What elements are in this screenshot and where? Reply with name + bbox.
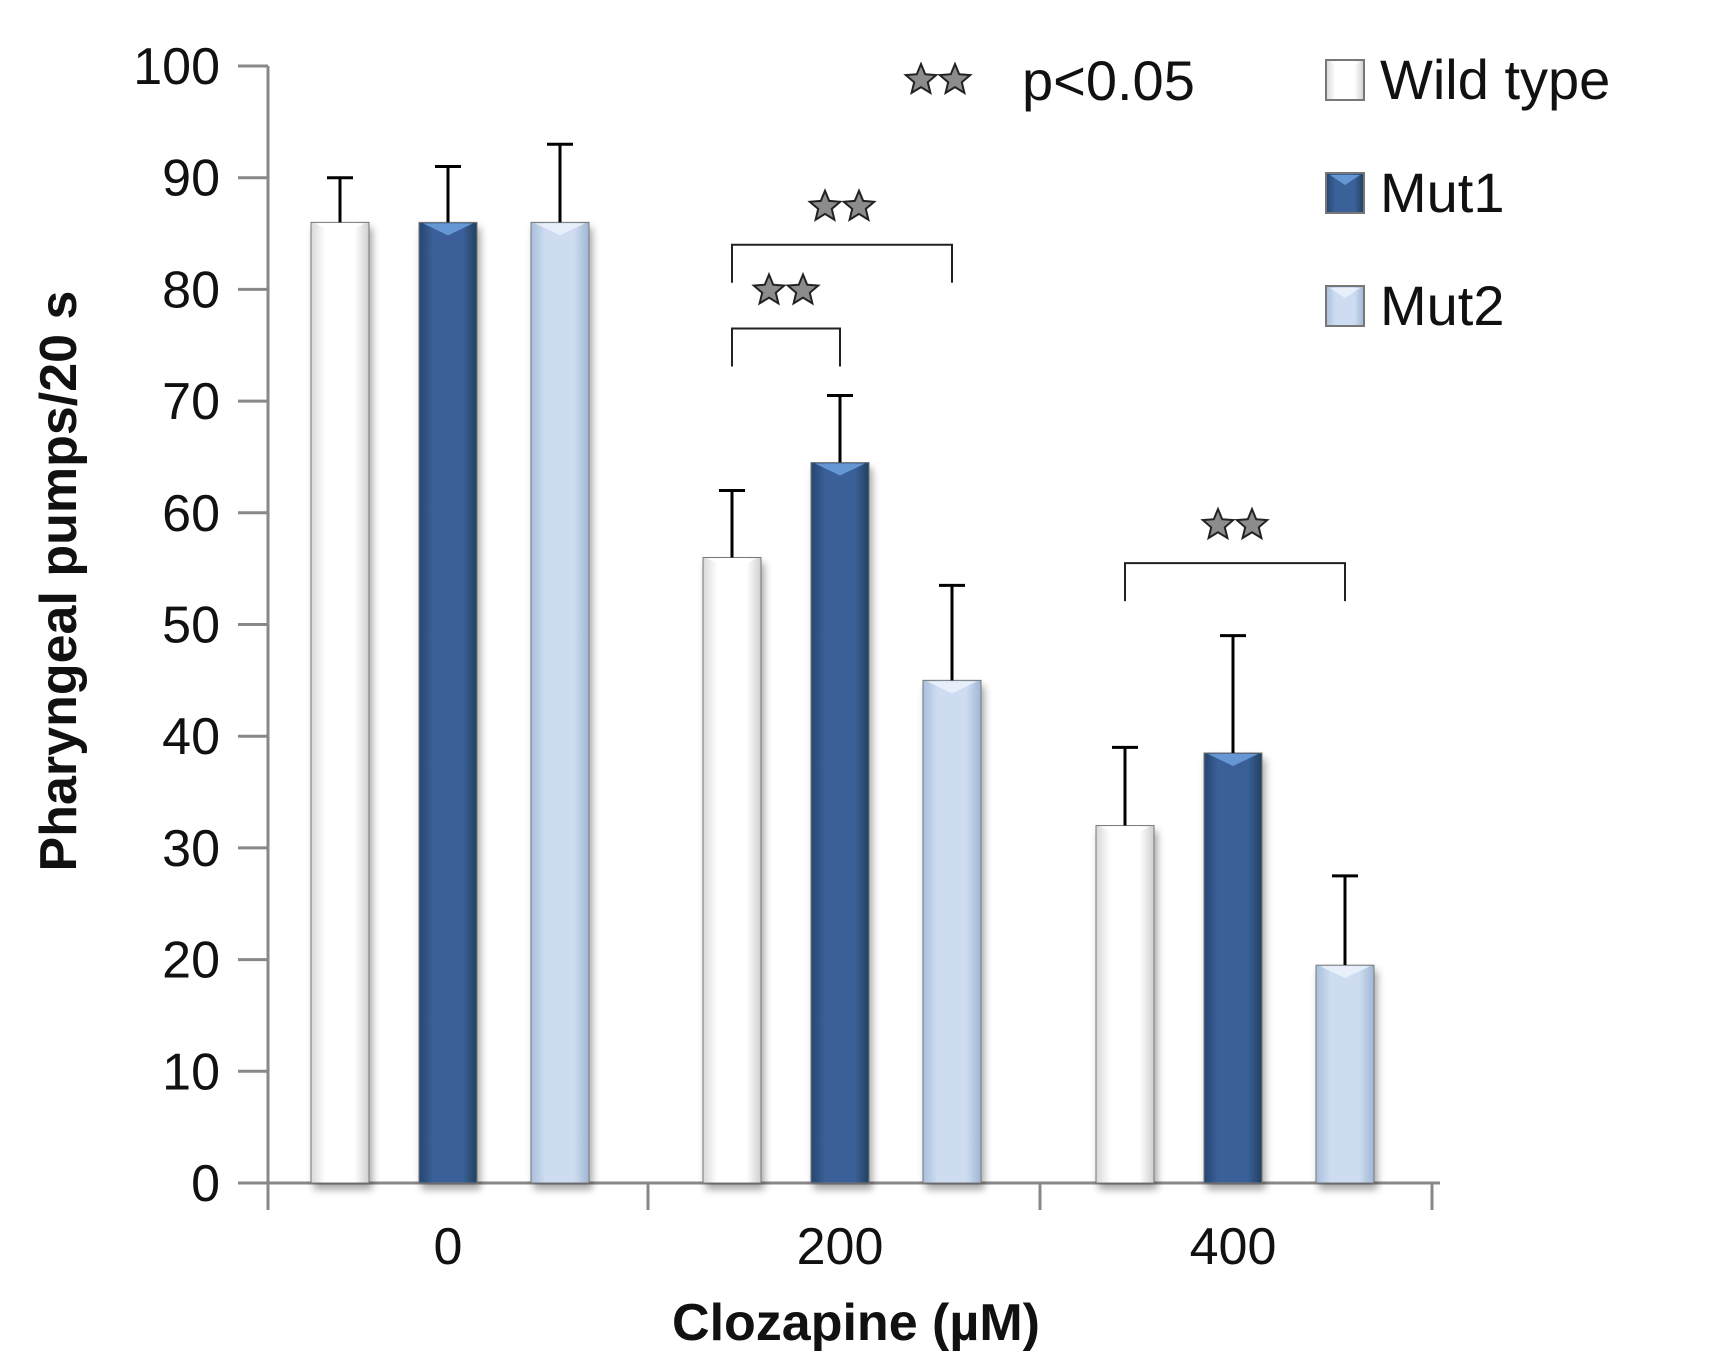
error-bar (1112, 745, 1138, 826)
error-bar (547, 142, 573, 223)
bar (1203, 752, 1263, 1184)
legend-item: Mut2 (1325, 274, 1505, 337)
x-tick-label: 400 (1190, 1218, 1277, 1276)
significance-star (1234, 506, 1270, 541)
y-tick-label: 80 (162, 261, 220, 319)
y-tick-label: 0 (191, 1155, 220, 1213)
significance-star (785, 271, 821, 306)
legend-label: Mut2 (1380, 274, 1505, 337)
y-tick-label: 20 (162, 932, 220, 990)
y-ticks: 0 10 20 30 40 50 60 70 80 90 100 (133, 38, 268, 1213)
error-bar (1220, 634, 1246, 753)
significance-star (751, 271, 787, 306)
x-ticks: 0 200 400 (266, 1183, 1434, 1276)
legend: Wild type Mut1 Mut2 (1325, 48, 1610, 337)
y-tick-label: 70 (162, 373, 220, 431)
bars (310, 221, 1375, 1184)
significance-star (903, 61, 939, 96)
y-tick-label: 50 (162, 597, 220, 655)
significance-bracket (731, 271, 841, 367)
error-bar (435, 165, 461, 223)
significance-bracket (1124, 506, 1346, 602)
significance-brackets (731, 188, 1346, 602)
x-tick-label: 0 (434, 1218, 463, 1276)
bar (922, 679, 982, 1184)
y-tick-label: 100 (133, 38, 220, 96)
error-bars (327, 142, 1358, 966)
legend-label: Mut1 (1380, 161, 1505, 224)
legend-item: Mut1 (1325, 161, 1505, 224)
x-tick-label: 200 (797, 1218, 884, 1276)
y-tick-label: 90 (162, 150, 220, 208)
error-bar (939, 583, 965, 681)
bar (1095, 825, 1155, 1184)
error-bar (1332, 874, 1358, 966)
y-tick-label: 10 (162, 1043, 220, 1101)
significance-bracket (731, 188, 953, 283)
error-bar (827, 394, 853, 463)
significance-star (841, 188, 877, 222)
x-axis: 0 200 400 (238, 1181, 1440, 1276)
significance-legend: p<0.05 (903, 49, 1195, 112)
error-bar (327, 176, 353, 223)
y-tick-label: 60 (162, 485, 220, 543)
bar (1315, 964, 1375, 1184)
y-axis-title: Pharyngeal pumps/20 s (30, 291, 88, 872)
significance-star (1200, 506, 1236, 541)
legend-label: Wild type (1380, 48, 1610, 111)
x-axis-title: Clozapine (µM) (672, 1294, 1040, 1352)
significance-legend-stars (903, 61, 973, 96)
significance-star (807, 188, 843, 222)
bar (702, 556, 762, 1184)
y-tick-label: 40 (162, 708, 220, 766)
y-axis: 0 10 20 30 40 50 60 70 80 90 100 (133, 38, 270, 1213)
legend-item: Wild type (1325, 48, 1610, 111)
bar (530, 221, 590, 1184)
y-tick-label: 30 (162, 820, 220, 878)
bar (418, 221, 478, 1184)
error-bar (719, 488, 745, 558)
bar (810, 462, 870, 1184)
bar (310, 221, 370, 1184)
significance-legend-label: p<0.05 (1022, 49, 1195, 112)
significance-star (937, 61, 973, 96)
